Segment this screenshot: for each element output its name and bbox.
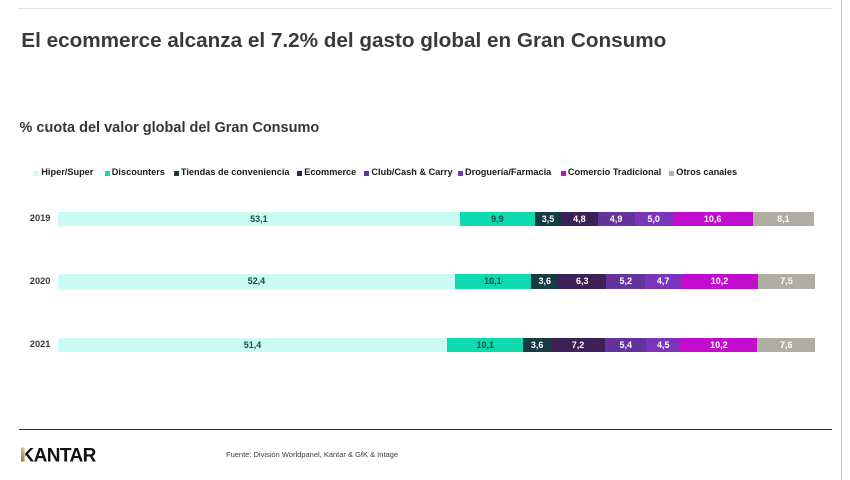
svg-text:KANTAR: KANTAR	[21, 447, 97, 464]
